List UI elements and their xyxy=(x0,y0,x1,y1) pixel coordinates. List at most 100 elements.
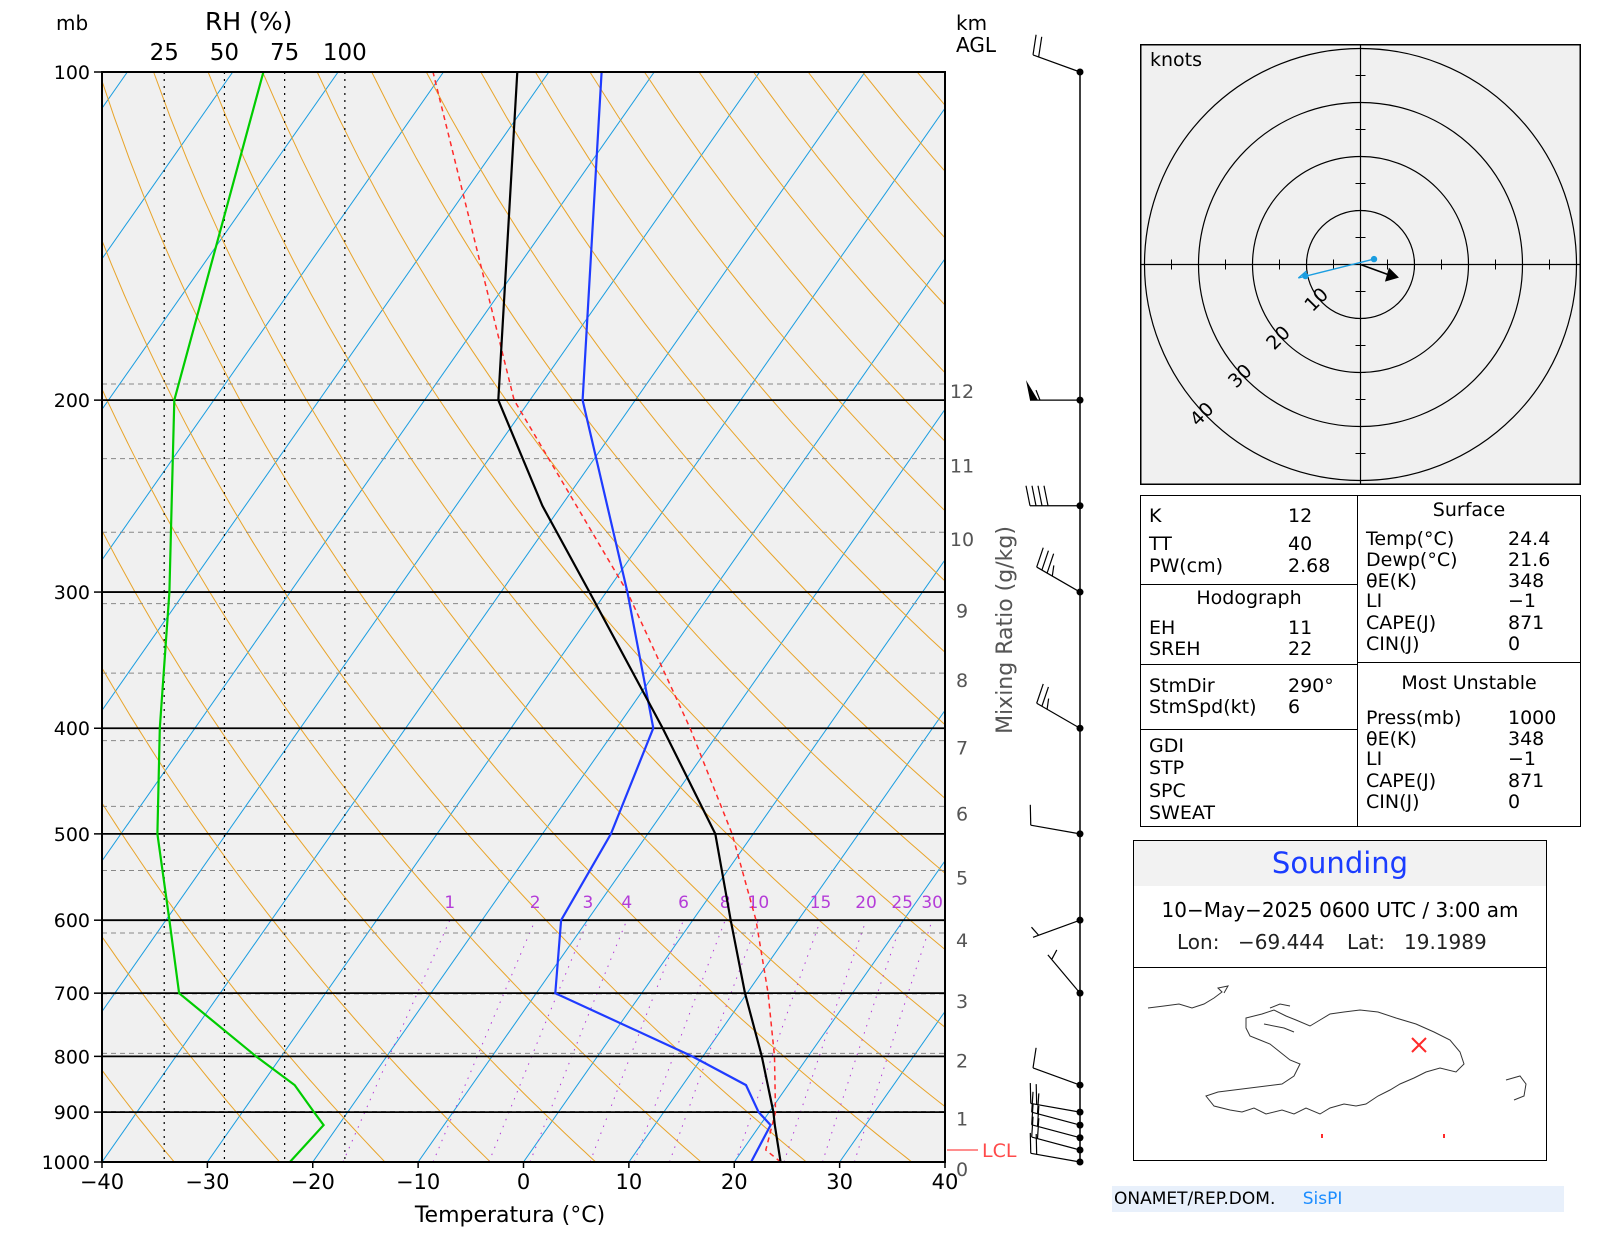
surface-thetae-label: θE(K) xyxy=(1366,570,1417,592)
surface-li-label: LI xyxy=(1366,590,1383,612)
surface-cin-label: CIN(J) xyxy=(1366,633,1420,655)
surface-cin-value: 0 xyxy=(1508,633,1521,655)
wind-barb-feather xyxy=(1038,36,1043,58)
temperature-tick-label: −10 xyxy=(396,1170,440,1194)
pressure-tick-label: 500 xyxy=(54,824,90,846)
wind-barb-half-feather xyxy=(1051,565,1055,577)
mu-cape-value: 871 xyxy=(1508,770,1545,792)
pressure-tick-label: 900 xyxy=(54,1102,90,1124)
mixing-ratio-tick-label: 8 xyxy=(720,893,731,913)
hodograph-point xyxy=(1302,272,1309,280)
mixing-ratio-axis-title: Mixing Ratio (g/kg) xyxy=(993,526,1018,734)
dry-adiabat-line xyxy=(316,72,945,874)
hispaniola-coastline xyxy=(1205,1009,1465,1115)
hispaniola-map xyxy=(1147,985,1527,1138)
height-km-tick-label: 8 xyxy=(956,670,968,692)
footer-brand: SisPI xyxy=(1302,1189,1343,1209)
hodograph-point xyxy=(1370,255,1378,263)
height-km-tick-label: 3 xyxy=(956,991,968,1013)
wind-barb-feather xyxy=(1025,485,1031,506)
wind-barb-feather xyxy=(1031,1091,1034,1113)
index-pw-value: 2.68 xyxy=(1288,555,1331,577)
index-stmspd-label: StmSpd(kt) xyxy=(1149,696,1257,718)
pressure-tick-label: 800 xyxy=(54,1046,90,1068)
mu-li-label: LI xyxy=(1366,748,1383,770)
wind-barb-feather xyxy=(1036,683,1044,704)
mu-cape-label: CAPE(J) xyxy=(1366,770,1437,792)
index-stmdir-value: 290° xyxy=(1288,675,1334,697)
dry-adiabat-line xyxy=(262,72,945,951)
lon-label: Lon: xyxy=(1177,930,1220,954)
wind-barb-feather xyxy=(1041,550,1049,571)
index-stp-label: STP xyxy=(1149,757,1185,779)
mixing-ratio-tick-label: 10 xyxy=(748,893,770,913)
index-tt-value: 40 xyxy=(1288,533,1313,555)
mixing-ratio-tick-label: 25 xyxy=(891,893,913,913)
dry-adiabat-line xyxy=(102,387,702,1162)
index-k-label: K xyxy=(1149,505,1162,527)
pressure-tick-label: 1000 xyxy=(42,1152,90,1174)
isotherm-line xyxy=(312,257,945,1162)
wind-barb-shaft xyxy=(1047,954,1081,994)
rh-tick-label: 50 xyxy=(210,40,239,66)
temperature-tick-label: 20 xyxy=(721,1170,748,1194)
temperature-tick-label: 0 xyxy=(517,1170,530,1194)
mixing-ratio-tick-label: 6 xyxy=(678,893,689,913)
wind-barb-shaft xyxy=(1031,1136,1081,1151)
wind-barb-shaft xyxy=(1032,54,1081,73)
wind-barb-shaft xyxy=(1031,1111,1081,1126)
dry-adiabat-line xyxy=(102,666,491,1162)
mu-li-value: −1 xyxy=(1508,748,1537,770)
wind-barb-half-feather xyxy=(1035,389,1041,401)
index-sreh-value: 22 xyxy=(1288,638,1313,660)
wind-barb-shaft xyxy=(1030,824,1081,835)
divider xyxy=(1141,584,1357,585)
mixing-ratio-tick-label: 15 xyxy=(810,893,832,913)
wind-barb-shaft xyxy=(1032,919,1081,938)
index-sweat-label: SWEAT xyxy=(1149,802,1215,824)
mixing-ratio-tick-label: 30 xyxy=(921,893,943,913)
isotherm-line xyxy=(206,107,945,1162)
isotherm-line xyxy=(417,408,945,1162)
mu-press-value: 1000 xyxy=(1508,707,1557,729)
index-stmspd-value: 6 xyxy=(1288,696,1301,718)
island-coastline xyxy=(1263,1023,1295,1033)
divider xyxy=(1141,664,1357,665)
wind-barb-shaft xyxy=(1030,1102,1081,1113)
pressure-tick-label: 600 xyxy=(54,910,90,932)
mixing-ratio-tick-label: 20 xyxy=(855,893,877,913)
isotherm-line xyxy=(628,709,945,1162)
isotherm-line xyxy=(102,72,655,862)
surface-cape-label: CAPE(J) xyxy=(1366,612,1437,634)
most-unstable-header: Most Unstable xyxy=(1401,672,1537,694)
isotherm-line xyxy=(102,72,234,260)
wind-barb-feather xyxy=(1041,686,1049,707)
island-coastline xyxy=(1269,1003,1291,1009)
hodograph-trace xyxy=(1297,258,1375,279)
wind-barb-shaft xyxy=(1030,1152,1081,1163)
height-km-tick-label: 1 xyxy=(956,1108,968,1130)
dry-adiabat-line xyxy=(425,72,945,726)
mixing-ratio-tick-label: 1 xyxy=(444,893,455,913)
wind-barb-shaft xyxy=(1036,702,1081,729)
wind-barb-half-feather xyxy=(1046,698,1050,710)
rh-tick-label: 100 xyxy=(323,40,367,66)
height-km-tick-label: 9 xyxy=(956,601,968,623)
isotherm-line xyxy=(733,860,945,1162)
hodograph-units-label: knots xyxy=(1150,49,1202,71)
index-sreh-label: SREH xyxy=(1149,638,1201,660)
surface-cape-value: 871 xyxy=(1508,612,1545,634)
rh-tick-label: 75 xyxy=(270,40,299,66)
mixing-ratio-line xyxy=(735,920,821,1162)
dry-adiabat-line xyxy=(153,72,945,1108)
temperature-tick-label: 10 xyxy=(616,1170,643,1194)
surface-dewp-value: 21.6 xyxy=(1508,549,1551,571)
temperature-tick-label: −40 xyxy=(80,1170,124,1194)
wind-barb-feather xyxy=(1036,1093,1040,1114)
x-axis-title: Temperatura (°C) xyxy=(414,1203,605,1228)
temperature-profile-line xyxy=(497,72,782,1162)
isotherm-line xyxy=(102,72,339,411)
indices-left-panel: K 12 TT 40 PW(cm) 2.68 Hodograph EH 11 S… xyxy=(1140,495,1358,827)
dry-adiabat-line xyxy=(371,72,945,800)
